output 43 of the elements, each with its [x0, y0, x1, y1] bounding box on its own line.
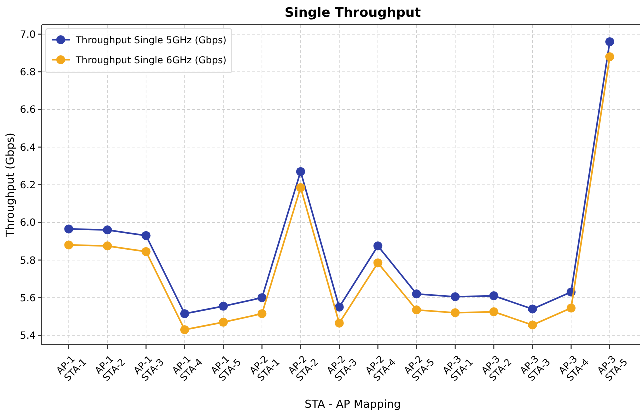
legend-label: Throughput Single 6GHz (Gbps): [75, 55, 227, 66]
point: [528, 320, 538, 330]
point: [219, 318, 228, 327]
y-tick-label: 5.8: [20, 256, 36, 267]
x-axis-title: STA - AP Mapping: [304, 398, 402, 411]
point: [450, 292, 460, 302]
point: [490, 308, 499, 317]
point: [412, 290, 422, 299]
point: [606, 52, 614, 62]
y-tick-label: 6.0: [20, 218, 36, 230]
point: [566, 304, 576, 313]
point: [180, 325, 190, 334]
point: [103, 226, 112, 235]
point: [258, 309, 267, 318]
y-tick-label: 6.2: [20, 180, 36, 192]
point: [180, 309, 190, 318]
y-tick-label: 6.6: [20, 105, 36, 116]
y-tick-label: 6.4: [20, 142, 36, 154]
point: [64, 224, 74, 234]
point: [296, 183, 306, 192]
point: [219, 302, 228, 311]
y-tick-label: 5.4: [20, 331, 36, 342]
point: [103, 242, 112, 251]
point: [374, 258, 383, 268]
point: [258, 293, 267, 302]
point: [296, 167, 306, 176]
point: [374, 242, 383, 251]
y-tick-label: 5.6: [20, 293, 36, 304]
point: [450, 308, 460, 318]
point: [142, 247, 151, 256]
point: [142, 231, 151, 240]
y-tick-label: 6.8: [20, 68, 36, 79]
point: [335, 318, 344, 328]
point: [335, 302, 344, 312]
point: [606, 37, 614, 46]
y-axis-title: Throughput (Gbps): [4, 132, 17, 238]
y-tick-label: 7.0: [20, 30, 36, 41]
legend-label: Throughput Single 5GHz (Gbps): [75, 35, 227, 46]
point: [528, 304, 538, 314]
point: [490, 292, 499, 301]
point: [64, 240, 74, 250]
chart-title: Single Throughput: [284, 6, 422, 21]
point: [412, 306, 422, 315]
